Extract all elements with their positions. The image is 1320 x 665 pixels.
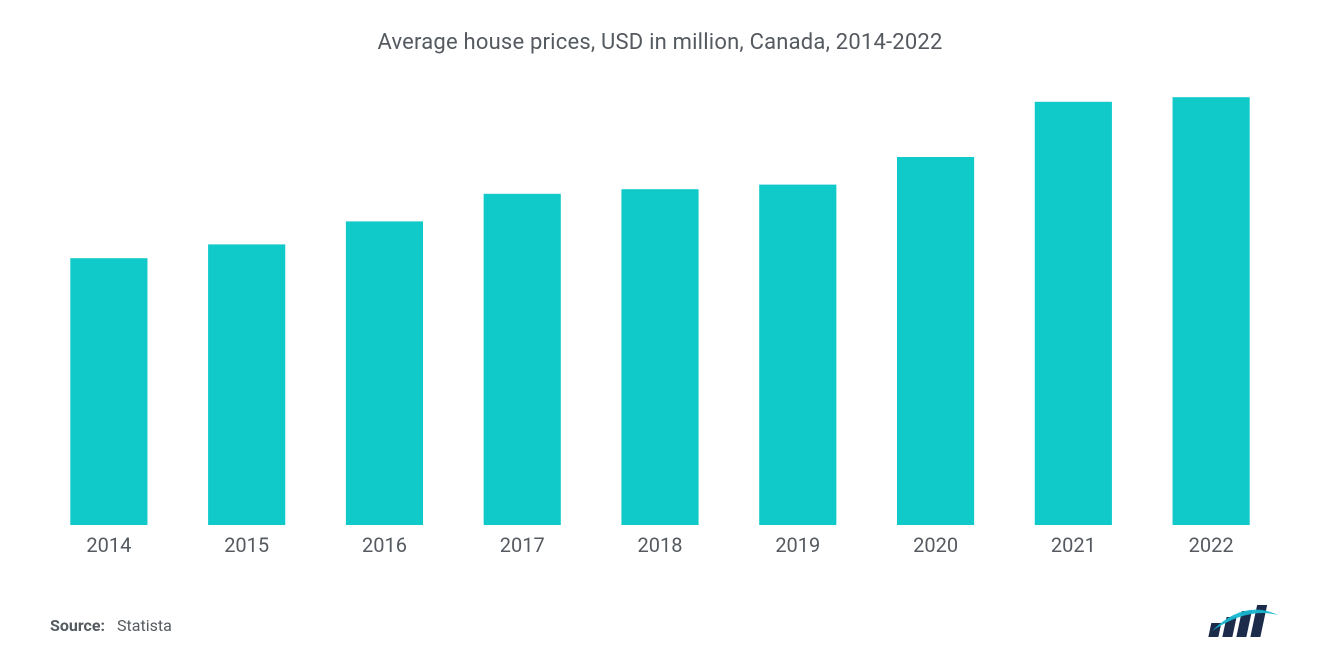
bar xyxy=(484,194,561,525)
source-line: Source: Statista xyxy=(50,616,172,635)
x-axis-label: 2020 xyxy=(867,533,1005,557)
bar xyxy=(346,221,423,525)
x-axis-label: 2014 xyxy=(40,533,178,557)
source-label: Source: xyxy=(50,616,105,635)
bar xyxy=(70,258,147,525)
bar xyxy=(897,157,974,525)
bars-svg xyxy=(40,65,1280,525)
x-axis-label: 2016 xyxy=(316,533,454,557)
x-axis-label: 2017 xyxy=(453,533,591,557)
bar xyxy=(759,185,836,525)
x-axis-label: 2019 xyxy=(729,533,867,557)
chart-title: Average house prices, USD in million, Ca… xyxy=(40,30,1280,55)
x-axis-label: 2018 xyxy=(591,533,729,557)
x-axis-label: 2015 xyxy=(178,533,316,557)
bar xyxy=(621,189,698,525)
x-axis-label: 2022 xyxy=(1142,533,1280,557)
source-value: Statista xyxy=(117,616,172,635)
brand-logo-svg xyxy=(1208,601,1280,641)
chart-container: Average house prices, USD in million, Ca… xyxy=(0,0,1320,665)
bar-plot xyxy=(40,65,1280,525)
bar xyxy=(1173,97,1250,525)
bar xyxy=(208,244,285,525)
bar xyxy=(1035,102,1112,525)
x-axis-labels: 201420152016201720182019202020212022 xyxy=(40,533,1280,557)
x-axis-label: 2021 xyxy=(1004,533,1142,557)
brand-logo xyxy=(1208,601,1280,641)
